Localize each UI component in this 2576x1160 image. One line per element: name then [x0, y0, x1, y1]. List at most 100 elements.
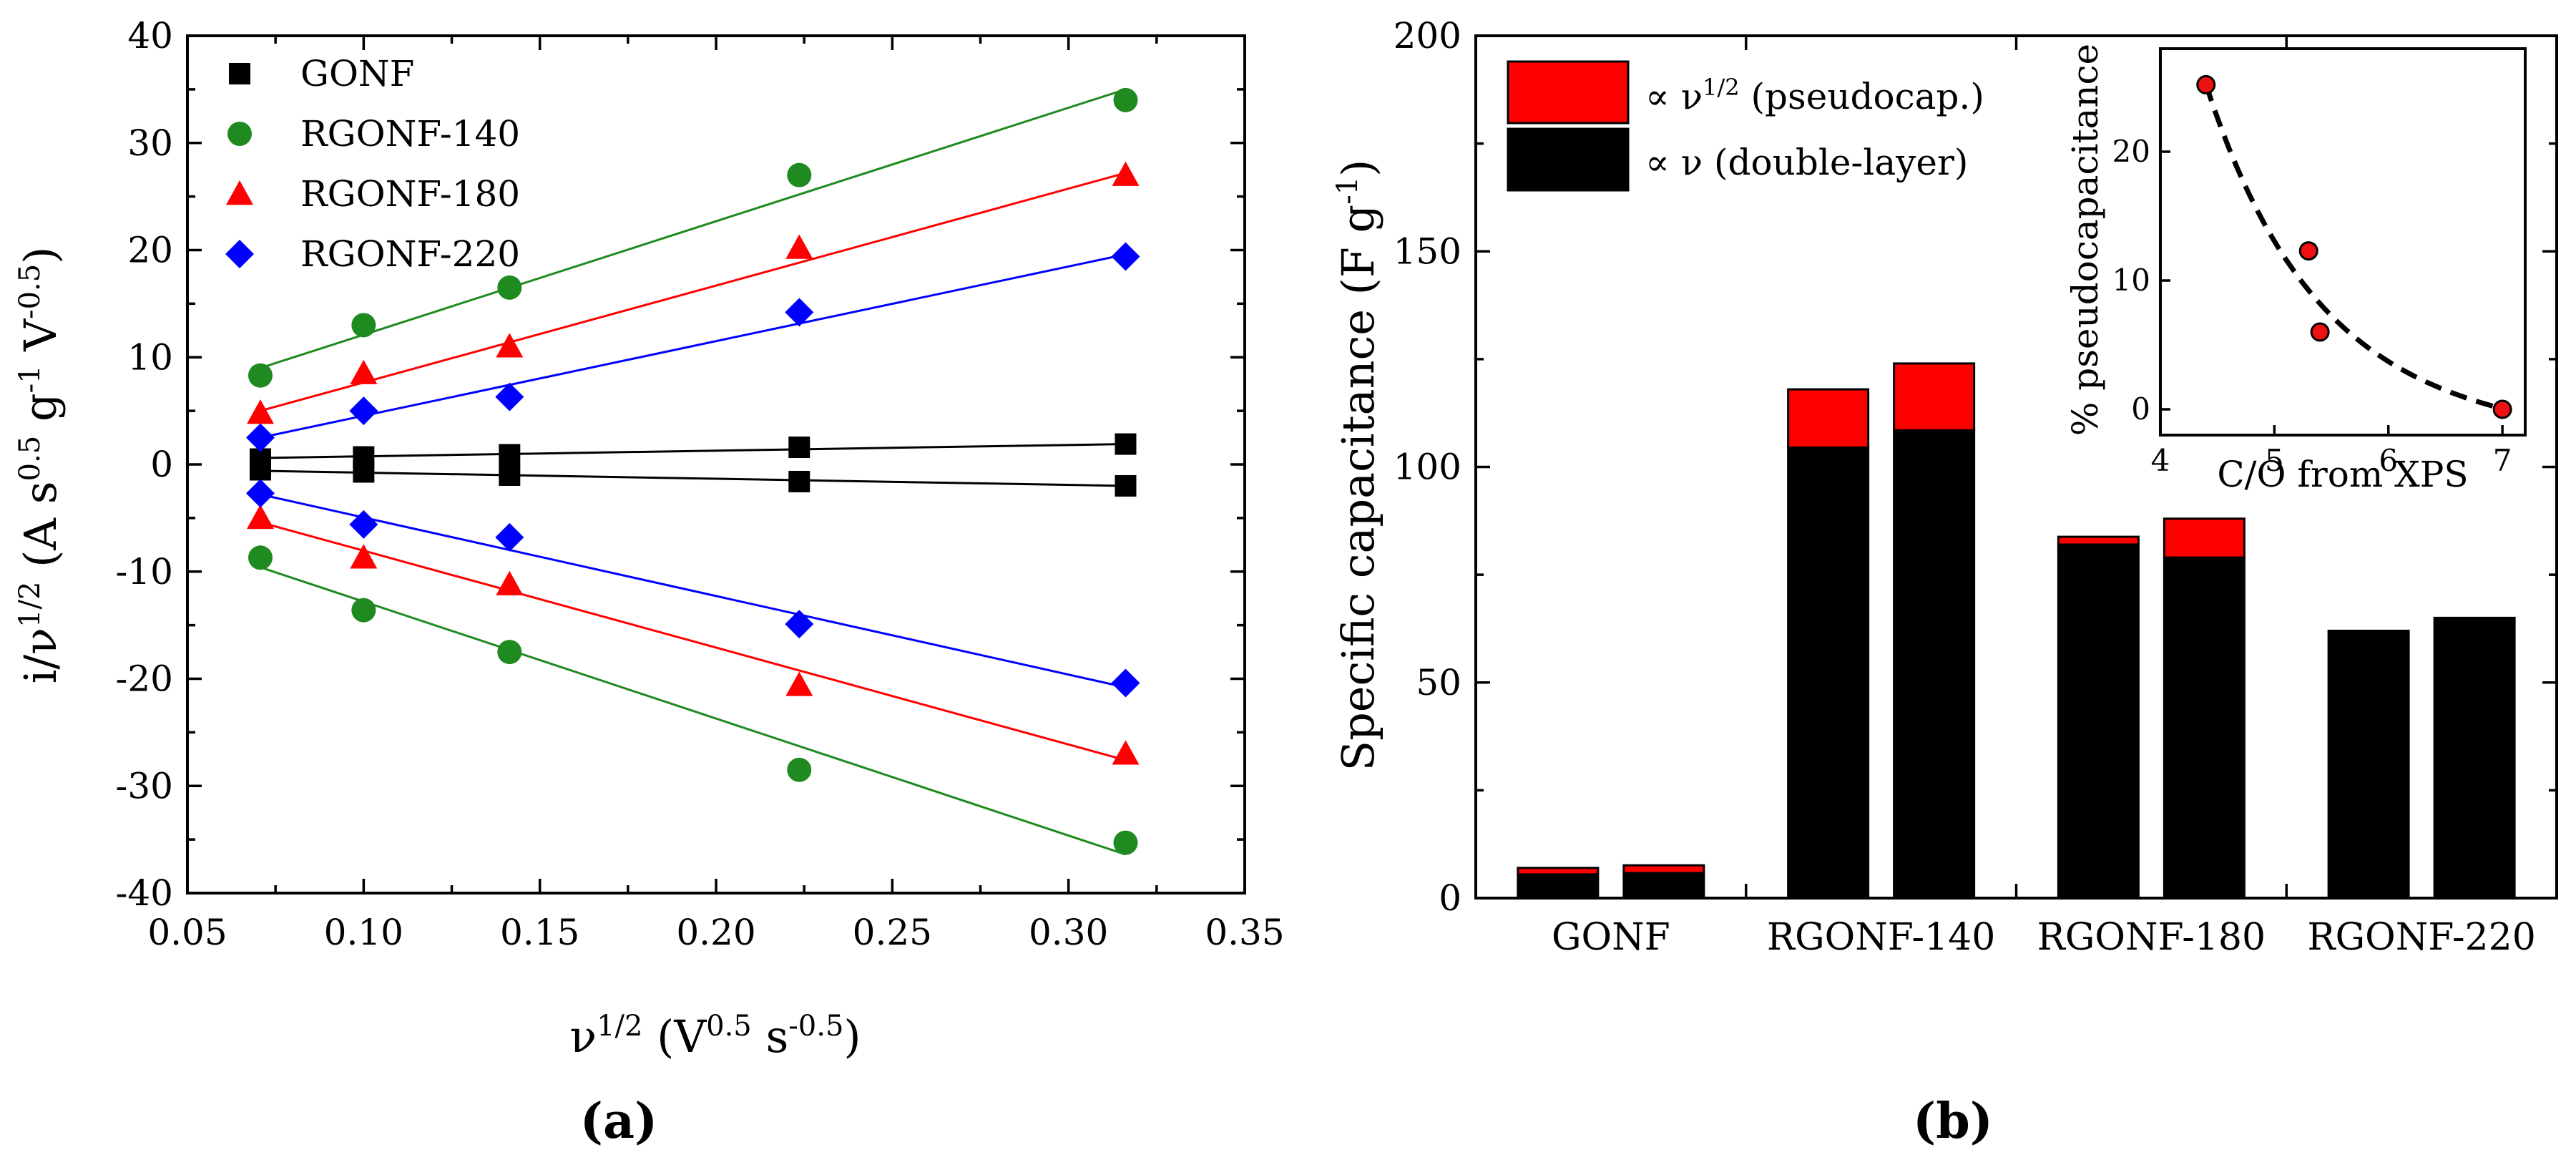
panel-a-x-axis-title: ν1/2 (V0.5 s-0.5): [569, 1010, 861, 1063]
panel-a-x-tick-label: 0.15: [500, 912, 579, 953]
panel-a-y-tick-label: -30: [115, 765, 173, 806]
inset-point: [2310, 322, 2330, 342]
point-cathodic-gonf: [788, 470, 810, 492]
legend-label-rgonf-140: RGONF-140: [300, 113, 520, 155]
legend-marker-gonf: [229, 63, 250, 84]
panel-b-label: (b): [1913, 1093, 1993, 1150]
panel-a-y-tick-label: 10: [127, 336, 173, 378]
panel-a-legend: GONF RGONF-140 RGONF-180 RGONF-220: [225, 53, 520, 275]
inset-x-tick-label: 6: [2379, 443, 2398, 478]
bar-pseudocap-rgonf-180: [2163, 517, 2246, 559]
point-anodic-rgonf-180: [246, 399, 274, 424]
point-cathodic-rgonf-140: [351, 598, 376, 623]
inset-y-axis-title: % pseudocapacitance: [2065, 44, 2106, 436]
point-cathodic-rgonf-180: [1112, 740, 1140, 765]
point-cathodic-rgonf-220: [785, 610, 814, 639]
fit-line-anodic-gonf: [260, 443, 1126, 459]
panel-b-y-tick-label: 150: [1394, 230, 1461, 272]
panel-a-x-tick-label: 0.20: [676, 912, 755, 953]
bar-double-layer-rgonf-180: [2057, 543, 2140, 900]
panel-a-x-tick-label: 0.30: [1029, 912, 1108, 953]
fit-line-cathodic-gonf: [260, 469, 1126, 487]
legend-label-pseudocap: ∝ ν1/2 (pseudocap.): [1645, 74, 1984, 117]
point-anodic-gonf: [499, 444, 521, 466]
panel-b-category-label: GONF: [1552, 916, 1670, 959]
panel-a-y-tick-label: 30: [127, 122, 173, 164]
panel-a-y-tick-label: 0: [150, 444, 173, 485]
legend-swatch-pseudocap: [1507, 60, 1630, 125]
inset-point: [2196, 74, 2216, 94]
point-anodic-rgonf-220: [1111, 242, 1140, 271]
point-cathodic-rgonf-220: [495, 522, 524, 552]
panel-a-label: (a): [580, 1093, 657, 1150]
fit-line-anodic-rgonf-180: [260, 172, 1126, 412]
panel-b-bars: [1517, 362, 2516, 900]
panel-b-y-tick-label: 200: [1394, 15, 1461, 57]
panel-a-plot-frame: [186, 34, 1246, 895]
panel-a-x-tick-label: 0.25: [853, 912, 932, 953]
legend-marker-rgonf-220: [225, 240, 254, 268]
panel-b-category-label: RGONF-140: [1767, 916, 1995, 959]
panel-b-y-tick-label: 0: [1439, 877, 1461, 919]
bar-double-layer-rgonf-220: [2433, 616, 2516, 900]
inset-y-tick-label: 0: [2131, 391, 2150, 427]
bar-double-layer-rgonf-220: [2327, 629, 2410, 900]
inset-data-points: [2196, 74, 2512, 419]
point-anodic-rgonf-180: [1112, 161, 1140, 186]
bar-pseudocap-rgonf-140: [1787, 388, 1870, 449]
point-anodic-rgonf-140: [497, 275, 522, 300]
point-cathodic-gonf: [249, 459, 271, 481]
point-anodic-rgonf-140: [1113, 87, 1138, 112]
legend-marker-rgonf-140: [227, 122, 252, 146]
point-cathodic-rgonf-180: [785, 671, 813, 696]
panel-b-legend: ∝ ν1/2 (pseudocap.) ∝ ν (double-layer): [1507, 60, 1984, 192]
inset-x-tick-label: 7: [2493, 443, 2512, 478]
legend-label-gonf: GONF: [300, 53, 414, 94]
panel-b-category-label: RGONF-220: [2307, 916, 2535, 959]
point-anodic-gonf: [1115, 433, 1137, 455]
point-anodic-rgonf-140: [787, 162, 812, 187]
panel-b-y-axis-title: Specific capacitance (F g-1): [1331, 160, 1384, 771]
point-anodic-rgonf-140: [351, 313, 376, 338]
fit-line-anodic-rgonf-220: [260, 253, 1126, 439]
legend-marker-rgonf-180: [226, 180, 253, 205]
bar-pseudocap-rgonf-180: [2057, 535, 2140, 546]
inset-plot: 4 5 6 7 0 10 20 C/O from XPS % pseudocapacitan…: [2065, 44, 2527, 495]
inset-y-tick-label: 20: [2112, 134, 2150, 169]
fit-line-cathodic-rgonf-140: [260, 566, 1126, 856]
bar-double-layer-gonf: [1622, 872, 1705, 900]
panel-a-y-tick-label: 20: [127, 230, 173, 271]
point-anodic-rgonf-180: [350, 359, 378, 384]
panel-b-y-tick-label: 50: [1416, 662, 1461, 703]
point-anodic-gonf: [788, 437, 810, 459]
point-cathodic-rgonf-220: [245, 479, 275, 508]
bar-double-layer-rgonf-140: [1787, 446, 1870, 900]
point-anodic-rgonf-220: [785, 298, 814, 327]
panel-a-fit-lines: [260, 88, 1126, 856]
panel-a-y-tick-label: -40: [115, 872, 173, 914]
panel-a-y-axis-title: i/ν1/2 (A s0.5 g-1 V-0.5): [14, 247, 67, 684]
point-cathodic-rgonf-140: [1113, 830, 1138, 855]
inset-point: [2492, 399, 2512, 419]
point-cathodic-rgonf-220: [349, 510, 378, 539]
point-cathodic-rgonf-220: [1111, 668, 1140, 698]
point-cathodic-rgonf-140: [248, 545, 273, 570]
panel-a-y-tick-label: -20: [115, 658, 173, 700]
point-cathodic-rgonf-140: [787, 757, 812, 782]
panel-a-data-points: [245, 87, 1140, 855]
panel-a-x-tick-label: 0.35: [1205, 912, 1284, 953]
point-cathodic-gonf: [499, 464, 521, 486]
legend-label-rgonf-180: RGONF-180: [300, 173, 520, 215]
point-cathodic-rgonf-180: [496, 570, 524, 595]
point-cathodic-rgonf-180: [350, 544, 378, 569]
inset-trend-line: [2203, 84, 2504, 411]
panel-a-plot: 0.05 0.10 0.15 0.20 0.25 0.30 0.35 -40 -30 -20 -10…: [14, 15, 1285, 1150]
panel-a-x-tick-label: 0.05: [147, 912, 227, 953]
panel-a-y-tick-label: -10: [115, 551, 173, 593]
bar-pseudocap-rgonf-140: [1893, 362, 1976, 432]
panel-a-y-tick-label: 40: [127, 15, 173, 57]
bar-pseudocap-gonf: [1622, 864, 1705, 874]
bar-pseudocap-gonf: [1517, 867, 1600, 876]
